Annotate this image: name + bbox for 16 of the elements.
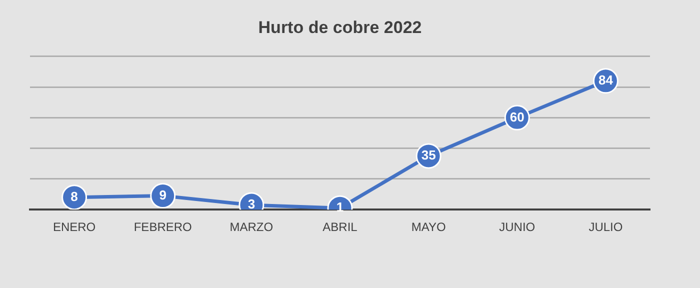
point <box>62 184 88 210</box>
x-tick-label: MAYO <box>411 220 446 234</box>
x-tick-label: JULIO <box>588 220 623 234</box>
data-label: 9 <box>159 187 166 202</box>
x-tick-label: ABRIL <box>322 220 358 234</box>
data-label: 35 <box>421 148 436 163</box>
data-label: 84 <box>598 72 614 88</box>
chart-title: Hurto de cobre 2022 <box>258 18 422 37</box>
data-label: 8 <box>70 188 78 204</box>
data-label: 60 <box>510 109 524 124</box>
data-label: 3 <box>248 196 256 212</box>
x-tick-label: FEBRERO <box>134 220 192 234</box>
x-tick-label: ENERO <box>52 220 96 234</box>
point <box>150 183 176 209</box>
x-tick-label: MARZO <box>230 220 274 234</box>
x-tick-label: JUNIO <box>499 220 536 234</box>
